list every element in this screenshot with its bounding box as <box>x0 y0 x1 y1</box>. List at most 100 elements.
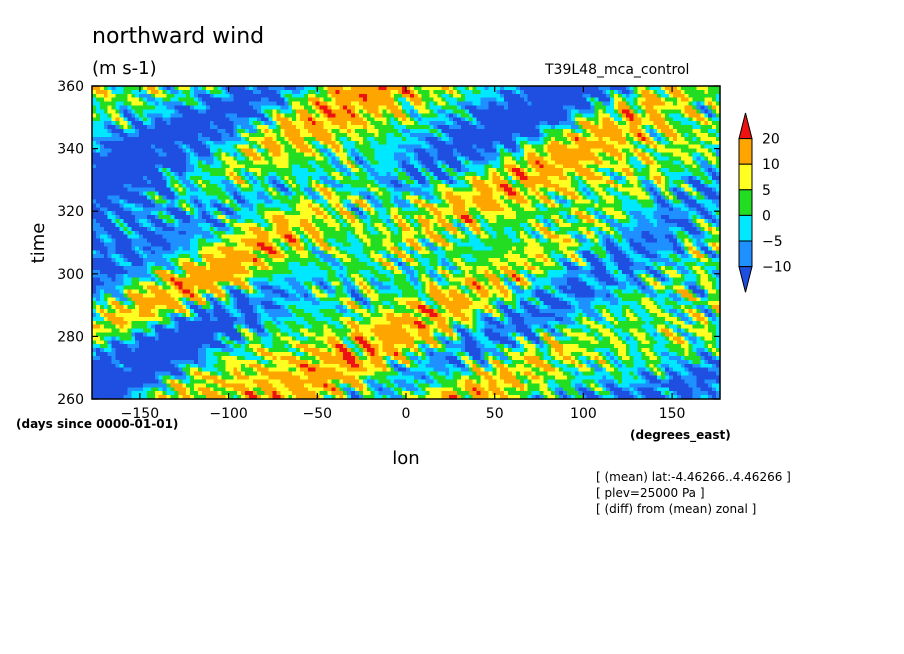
field-cell <box>307 148 313 153</box>
field-cell <box>335 160 340 165</box>
field-cell <box>347 109 352 114</box>
field-cell <box>606 187 611 193</box>
field-cell <box>672 109 678 114</box>
field-cell <box>331 140 336 146</box>
field-cell <box>276 117 281 122</box>
field-cell <box>637 160 642 165</box>
field-cell <box>201 148 207 153</box>
field-cell <box>413 125 419 130</box>
field-cell <box>488 156 493 161</box>
field-cell <box>311 152 317 157</box>
field-cell <box>339 156 344 161</box>
field-cell <box>143 101 148 106</box>
field-cell <box>492 172 497 177</box>
field-cell <box>154 113 160 118</box>
field-cell <box>362 164 368 169</box>
field-cell <box>437 125 442 130</box>
field-cell <box>237 117 242 122</box>
field-cell <box>633 121 638 126</box>
field-cell <box>496 191 501 196</box>
field-cell <box>547 129 552 134</box>
field-cell <box>621 93 627 99</box>
field-cell <box>413 93 419 99</box>
field-cell <box>221 97 226 103</box>
field-cell <box>241 136 246 142</box>
field-cell <box>209 144 215 149</box>
field-cell <box>629 86 635 91</box>
field-cell <box>610 132 615 138</box>
field-cell <box>127 89 132 95</box>
field-cell <box>256 156 262 161</box>
field-cell <box>425 125 430 130</box>
field-cell <box>378 199 383 204</box>
field-cell <box>335 175 340 181</box>
field-cell <box>480 93 485 99</box>
field-cell <box>684 93 689 99</box>
field-cell <box>476 156 481 161</box>
field-cell <box>174 187 179 193</box>
field-cell <box>594 203 599 208</box>
field-cell <box>209 207 215 212</box>
field-cell <box>559 117 564 122</box>
field-cell <box>131 97 136 103</box>
field-cell <box>390 195 395 200</box>
field-cell <box>107 187 113 193</box>
field-cell <box>276 160 281 165</box>
field-cell <box>468 175 474 181</box>
field-cell <box>139 140 144 146</box>
field-cell <box>178 129 183 134</box>
field-cell <box>378 172 383 177</box>
field-cell <box>457 152 462 157</box>
field-cell <box>95 152 101 157</box>
field-cell <box>398 93 403 99</box>
field-cell <box>358 86 364 91</box>
field-cell <box>190 175 195 181</box>
field-cell <box>417 93 423 99</box>
field-cell <box>158 101 164 106</box>
field-cell <box>468 199 474 204</box>
field-cell <box>511 97 517 103</box>
field-cell <box>123 179 128 185</box>
field-cell <box>457 109 462 114</box>
field-cell <box>233 172 238 177</box>
field-cell <box>417 148 423 153</box>
field-cell <box>252 132 258 138</box>
field-cell <box>111 199 116 204</box>
field-cell <box>433 117 438 122</box>
field-cell <box>150 172 156 177</box>
field-cell <box>139 97 144 103</box>
field-cell <box>339 93 344 99</box>
field-cell <box>115 164 120 169</box>
field-cell <box>166 207 171 212</box>
field-cell <box>347 144 352 149</box>
field-cell <box>374 168 379 173</box>
field-cell <box>319 105 324 110</box>
field-cell <box>555 125 560 130</box>
field-cell <box>559 121 564 126</box>
field-cell <box>555 97 560 103</box>
field-cell <box>276 164 281 169</box>
field-cell <box>284 187 289 193</box>
field-cell <box>139 105 144 110</box>
field-cell <box>272 144 277 149</box>
field-cell <box>582 168 587 173</box>
field-cell <box>425 156 430 161</box>
field-cell <box>417 101 423 106</box>
field-cell <box>170 132 175 138</box>
field-cell <box>354 89 360 95</box>
field-cell <box>233 125 238 130</box>
field-cell <box>143 144 148 149</box>
field-cell <box>413 89 419 95</box>
field-cell <box>610 144 615 149</box>
field-cell <box>676 136 682 142</box>
field-cell <box>492 97 497 103</box>
field-cell <box>629 148 635 153</box>
field-cell <box>374 175 379 181</box>
field-cell <box>315 121 321 126</box>
field-cell <box>413 109 419 114</box>
field-cell <box>472 183 478 189</box>
field-cell <box>119 144 124 149</box>
field-cell <box>594 191 599 196</box>
field-cell <box>621 172 627 177</box>
field-cell <box>511 121 517 126</box>
